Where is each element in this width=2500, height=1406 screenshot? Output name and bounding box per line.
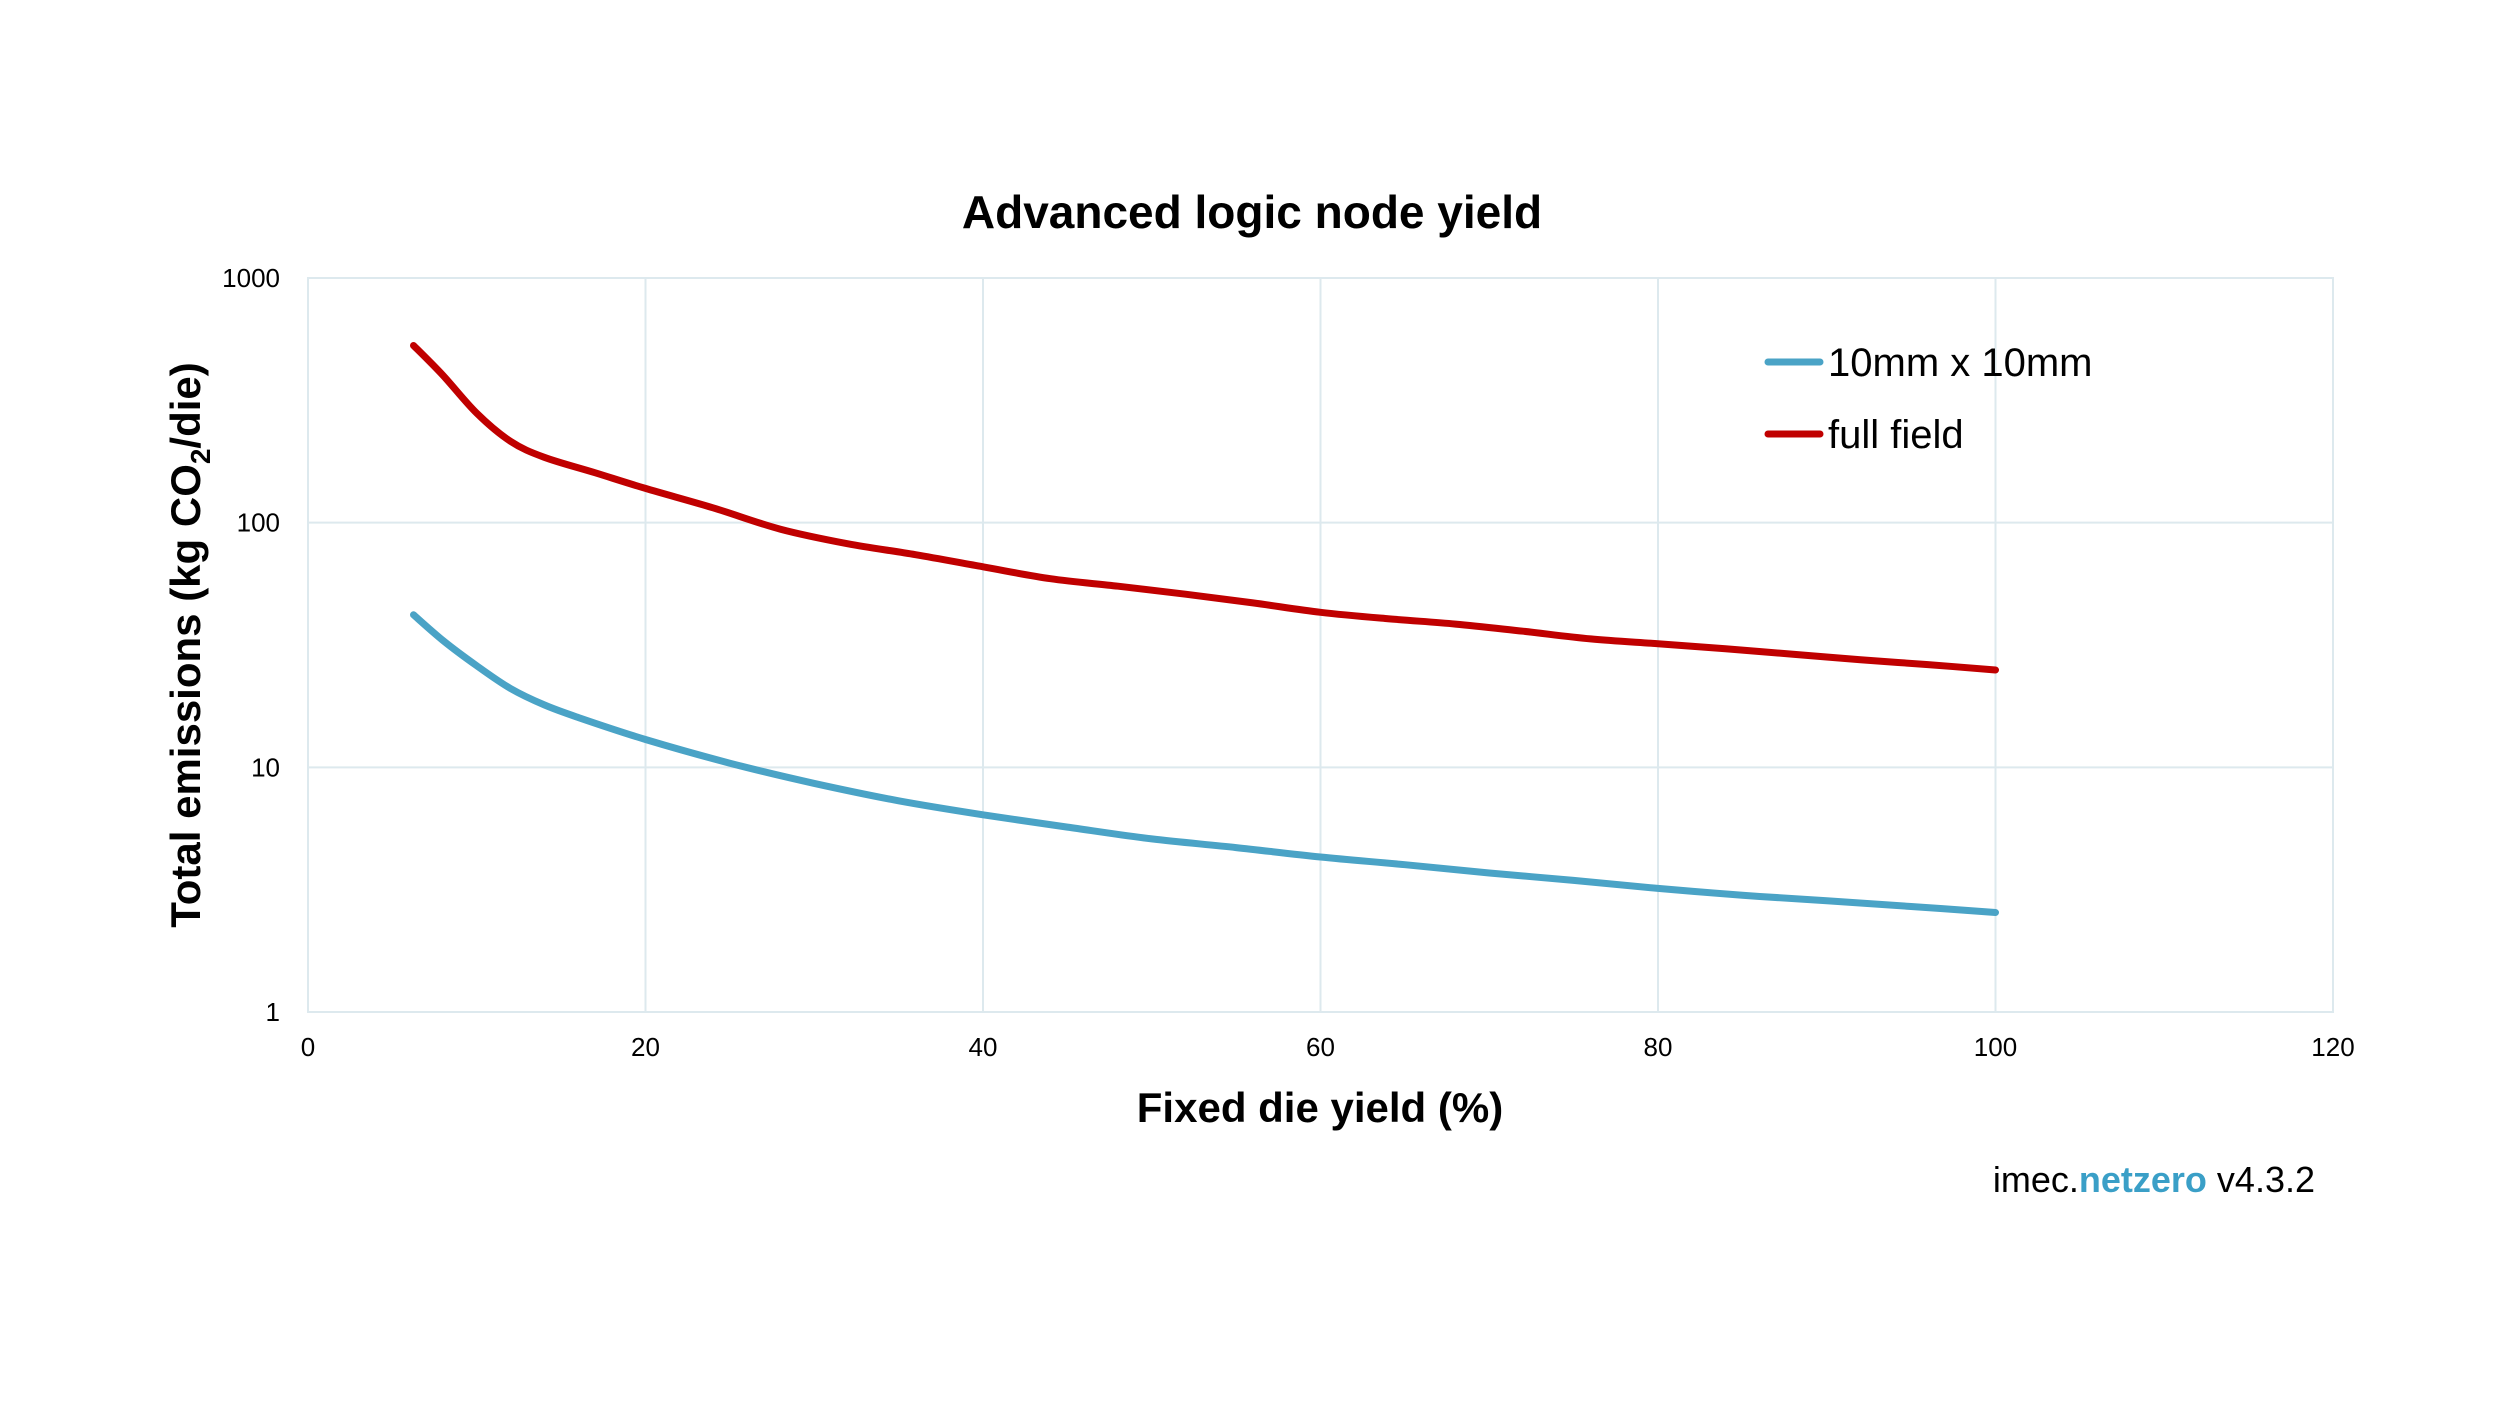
watermark: imec.netzero v4.3.2 [1993, 1159, 2315, 1200]
x-tick-label: 20 [631, 1032, 660, 1062]
x-tick-label: 100 [1974, 1032, 2017, 1062]
legend-label-1: full field [1828, 413, 1964, 457]
x-tick-label: 60 [1306, 1032, 1335, 1062]
y-axis-label-main: Total emissions (kg CO [162, 464, 209, 928]
watermark-accent: netzero [2079, 1159, 2207, 1200]
legend-label-0: 10mm x 10mm [1828, 341, 2093, 385]
series-line-1 [410, 342, 1999, 674]
watermark-suffix: v4.3.2 [2207, 1159, 2315, 1200]
y-tick-label: 1 [266, 997, 280, 1027]
y-axis-label-end: /die) [162, 362, 209, 448]
y-tick-label: 1000 [222, 263, 280, 293]
x-tick-label: 40 [969, 1032, 998, 1062]
plot-frame [307, 277, 2334, 1013]
y-tick-label: 100 [237, 508, 280, 538]
chart-title: Advanced logic node yield [962, 186, 1542, 238]
y-tick-label: 10 [251, 752, 280, 782]
series-line-0 [410, 611, 1999, 916]
legend: 10mm x 10mm full field [1764, 341, 2093, 457]
y-axis-label: Total emissions (kg CO2/die) [162, 362, 216, 928]
y-tick-labels: 1 10 100 1000 [222, 263, 280, 1027]
y-axis-label-subscript: 2 [185, 449, 216, 465]
x-tick-label: 0 [301, 1032, 315, 1062]
watermark-prefix: imec. [1993, 1159, 2079, 1200]
x-tick-label: 80 [1644, 1032, 1673, 1062]
series-layer [410, 342, 1999, 916]
x-tick-labels: 0 20 40 60 80 100 120 [301, 1032, 2355, 1062]
x-tick-label: 120 [2311, 1032, 2354, 1062]
x-axis-label: Fixed die yield (%) [1137, 1084, 1503, 1131]
